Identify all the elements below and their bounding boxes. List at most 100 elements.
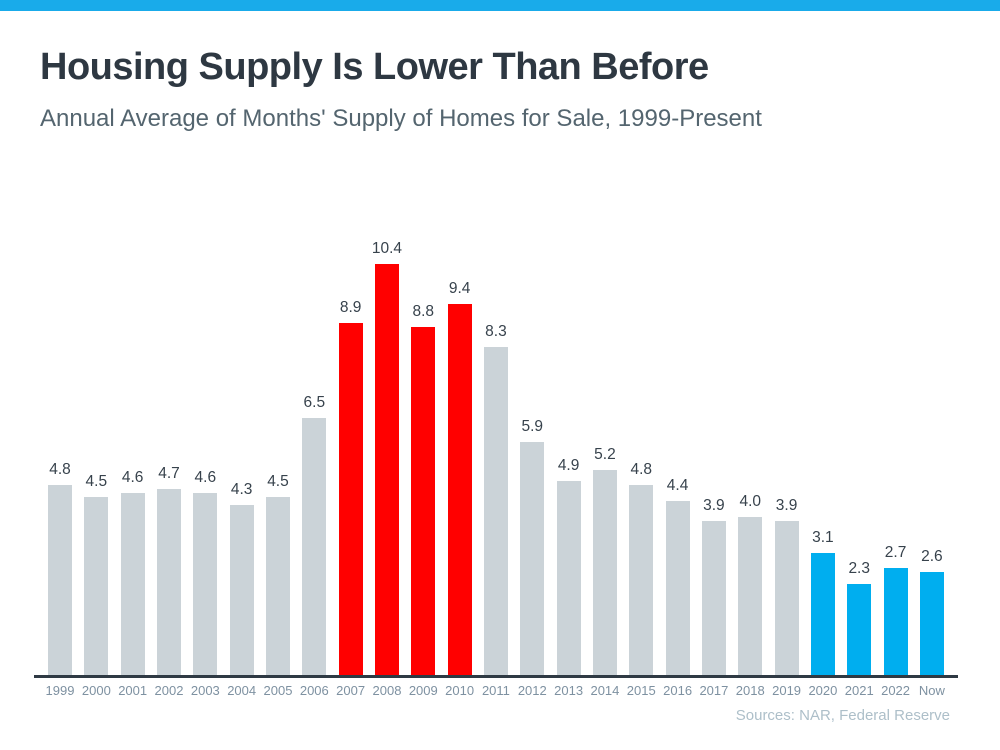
- bar-value-label: 4.4: [666, 477, 689, 495]
- x-tick-label: 2003: [190, 683, 220, 698]
- x-tick-2002: 2002: [154, 683, 184, 698]
- bar-value-label: 3.1: [812, 528, 834, 546]
- x-tick-2004: 2004: [227, 683, 257, 698]
- x-tick-2017: 2017: [699, 683, 728, 698]
- x-tick-2006: 2006: [299, 683, 329, 698]
- x-tick-now: Now: [918, 683, 945, 698]
- bar-value-label: 2.3: [848, 560, 870, 578]
- bar-2009: [411, 327, 436, 675]
- x-tick-2018: 2018: [735, 683, 765, 698]
- x-axis-line: [34, 675, 958, 678]
- x-tick-2003: 2003: [190, 683, 220, 698]
- x-tick-2008: 2008: [372, 683, 402, 698]
- x-tick-label: 2016: [663, 683, 693, 698]
- bar-column-2022: 2.7: [883, 544, 908, 675]
- bar-value-label: 5.9: [521, 417, 544, 435]
- x-tick-1999: 1999: [45, 683, 75, 698]
- bar-value-label: 4.0: [739, 493, 762, 510]
- bar-value-label: 8.9: [339, 299, 362, 317]
- x-tick-2005: 2005: [263, 683, 293, 698]
- bar-value-label: 8.3: [485, 323, 507, 341]
- x-tick-label: 2021: [844, 683, 874, 698]
- bar-column-2016: 4.4: [665, 477, 690, 675]
- bar-value-label: 2.7: [884, 544, 907, 562]
- bar-value-label: 6.5: [303, 394, 326, 412]
- x-tick-label: 2010: [445, 683, 475, 698]
- bar-2019: [774, 521, 799, 675]
- chart-header: Housing Supply Is Lower Than Before Annu…: [40, 46, 762, 133]
- x-tick-label: 2007: [336, 683, 366, 698]
- bar-value-label: 10.4: [371, 240, 403, 258]
- bar-2014: [592, 469, 617, 675]
- x-tick-2013: 2013: [554, 683, 583, 698]
- bar-value-label: 4.6: [194, 469, 217, 487]
- bar-value-label: 4.7: [158, 465, 180, 483]
- x-tick-label: 2000: [81, 683, 111, 698]
- bar-2003: [193, 493, 218, 675]
- bar-2007: [338, 323, 363, 675]
- bar-value-label: 9.4: [448, 279, 471, 297]
- x-tick-label: 2002: [154, 683, 184, 698]
- x-tick-label: 2018: [735, 683, 765, 698]
- x-tick-label: 2015: [626, 683, 656, 698]
- x-tick-2019: 2019: [772, 683, 801, 698]
- bar-2010: [447, 303, 472, 675]
- x-tick-2001: 2001: [118, 683, 148, 698]
- bar-2011: [483, 347, 508, 675]
- x-tick-label: 1999: [45, 683, 75, 698]
- bar-column-2010: 9.4: [447, 279, 472, 675]
- bar-column-2001: 4.6: [120, 469, 145, 675]
- x-tick-2014: 2014: [590, 683, 620, 698]
- bar-column-2013: 4.9: [556, 457, 581, 675]
- bar-1999: [48, 485, 72, 675]
- bar-column-2004: 4.3: [229, 481, 254, 675]
- bar-value-label: 4.8: [49, 461, 71, 479]
- bar-column-2018: 4.0: [738, 493, 763, 675]
- x-tick-label: 2008: [372, 683, 402, 698]
- bar-2000: [84, 497, 109, 675]
- bar-value-label: 4.5: [85, 473, 108, 491]
- x-tick-2009: 2009: [409, 683, 438, 698]
- bar-column-2003: 4.6: [193, 469, 218, 675]
- x-tick-2011: 2011: [481, 683, 510, 698]
- bar-value-label: 3.9: [775, 497, 798, 514]
- bar-column-2002: 4.7: [156, 465, 181, 675]
- x-tick-label: Now: [918, 683, 945, 698]
- bar-column-2017: 3.9: [701, 497, 726, 675]
- bar-column-2014: 5.2: [592, 446, 617, 675]
- bar-value-label: 4.6: [121, 469, 144, 487]
- bar-now: [919, 572, 944, 675]
- page-title: Housing Supply Is Lower Than Before: [40, 46, 709, 88]
- x-tick-label: 2005: [263, 683, 293, 698]
- bar-value-label: 4.8: [630, 461, 653, 479]
- x-tick-2010: 2010: [445, 683, 475, 698]
- x-tick-label: 2006: [299, 683, 329, 698]
- x-tick-label: 2011: [481, 683, 510, 698]
- x-tick-label: 2014: [590, 683, 620, 698]
- bar-2002: [156, 489, 181, 675]
- bar-2016: [665, 501, 690, 675]
- bar-2015: [629, 485, 654, 675]
- bar-column-2015: 4.8: [629, 461, 654, 675]
- bar-column-2000: 4.5: [84, 473, 109, 675]
- x-tick-2015: 2015: [626, 683, 656, 698]
- bar-2022: [883, 568, 908, 675]
- bar-column-2021: 2.3: [847, 560, 872, 675]
- bar-column-2019: 3.9: [774, 497, 799, 675]
- bar-2006: [302, 418, 327, 675]
- x-tick-2021: 2021: [844, 683, 874, 698]
- bar-value-label: 3.9: [703, 497, 725, 514]
- bar-2021: [847, 584, 872, 675]
- bar-2018: [738, 517, 763, 675]
- bar-column-2020: 3.1: [810, 528, 835, 675]
- bar-value-label: 4.9: [557, 457, 580, 475]
- x-tick-label: 2001: [118, 683, 148, 698]
- x-tick-2012: 2012: [518, 683, 547, 698]
- bar-2012: [520, 441, 545, 675]
- bar-2017: [701, 521, 726, 675]
- page-subtitle: Annual Average of Months' Supply of Home…: [40, 104, 762, 132]
- bar-column-2008: 10.4: [371, 240, 403, 675]
- bar-column-2011: 8.3: [483, 323, 508, 675]
- x-tick-label: 2004: [227, 683, 257, 698]
